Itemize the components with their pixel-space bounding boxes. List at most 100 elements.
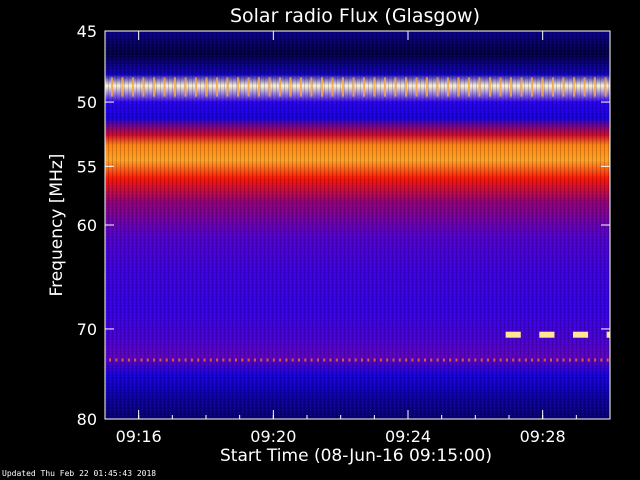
interference-spikes (109, 77, 609, 362)
spike-mark (405, 77, 407, 97)
spike-mark (121, 77, 124, 97)
spike-mark (531, 358, 534, 362)
spike-mark (300, 77, 302, 97)
spike-mark (480, 358, 483, 362)
spike-mark (424, 358, 426, 362)
spike-mark (216, 358, 219, 362)
spike-mark (342, 77, 344, 97)
spike-mark (266, 358, 269, 362)
spike-mark (417, 358, 420, 362)
x-tick-label: 09:20 (250, 427, 296, 446)
spike-mark (562, 77, 565, 97)
spike-mark (606, 358, 609, 362)
spike-mark (331, 77, 334, 97)
y-tick-label: 60 (77, 216, 97, 235)
spike-mark (260, 358, 263, 362)
spike-mark (279, 358, 282, 362)
y-tick-label: 55 (77, 157, 97, 176)
spike-mark (352, 77, 355, 97)
spike-mark (203, 358, 206, 362)
spike-mark (226, 77, 229, 97)
spike-mark (247, 77, 250, 97)
spike-mark (222, 358, 225, 362)
spike-mark (268, 77, 271, 97)
x-axis-label: Start Time (08-Jun-16 09:15:00) (220, 446, 492, 466)
y-tick-label: 50 (77, 93, 97, 112)
spike-mark (163, 77, 166, 97)
y-tick-label: 70 (77, 320, 97, 339)
spike-mark (430, 358, 433, 362)
spike-mark (291, 358, 294, 362)
spike-mark (216, 77, 218, 97)
spike-mark (415, 77, 418, 97)
spike-mark (499, 77, 502, 97)
spike-mark (146, 358, 149, 362)
spike-mark (354, 358, 357, 362)
x-axis-ticks: 09:16 09:20 09:24 09:28 (104, 31, 611, 446)
spike-mark (556, 358, 559, 362)
burst-marks (505, 331, 610, 338)
spike-mark (537, 358, 540, 362)
spike-mark (447, 77, 449, 97)
spike-mark (228, 358, 231, 362)
spike-mark (247, 358, 250, 362)
spike-mark (153, 77, 155, 97)
plot-area (104, 30, 611, 420)
spike-mark (398, 358, 401, 362)
spike-mark (510, 77, 512, 97)
spike-mark (304, 358, 307, 362)
spike-mark (285, 358, 288, 362)
chart-title: Solar radio Flux (Glasgow) (230, 5, 480, 27)
spike-mark (489, 77, 491, 97)
spike-mark (373, 358, 376, 362)
updated-timestamp: Updated Thu Feb 22 01:45:43 2018 (2, 469, 157, 478)
spike-mark (310, 358, 313, 362)
spike-mark (272, 358, 275, 362)
spike-mark (531, 77, 533, 97)
spike-mark (363, 77, 365, 97)
spike-mark (127, 358, 130, 362)
spike-mark (335, 358, 338, 362)
spike-mark (279, 77, 281, 97)
spike-mark (587, 358, 590, 362)
spike-mark (543, 358, 546, 362)
radio-burst (572, 331, 589, 338)
spike-mark (289, 77, 292, 97)
spike-mark (550, 358, 552, 362)
spike-mark (178, 358, 181, 362)
spike-mark (468, 358, 471, 362)
x-tick-label: 09:16 (116, 427, 162, 446)
spike-mark (253, 358, 256, 362)
spike-mark (197, 358, 200, 362)
spike-mark (134, 358, 137, 362)
radio-burst (606, 331, 610, 338)
spike-mark (140, 358, 143, 362)
spike-mark (316, 358, 319, 362)
spike-mark (174, 77, 176, 97)
spike-mark (241, 358, 244, 362)
spike-mark (298, 358, 300, 362)
spike-mark (115, 358, 118, 362)
spike-mark (604, 77, 607, 97)
spike-mark (442, 358, 445, 362)
spike-mark (426, 77, 428, 97)
spike-mark (474, 358, 477, 362)
spike-mark (329, 358, 332, 362)
spike-mark (518, 358, 521, 362)
spike-mark (142, 77, 145, 97)
spike-mark (348, 358, 351, 362)
spike-mark (235, 358, 237, 362)
spike-mark (436, 358, 439, 362)
spike-mark (493, 358, 496, 362)
spike-mark (594, 77, 596, 97)
spike-mark (205, 77, 208, 97)
spike-mark (172, 358, 174, 362)
spike-mark (384, 77, 386, 97)
spike-mark (209, 358, 212, 362)
spike-mark (499, 358, 502, 362)
spike-mark (109, 358, 111, 362)
spike-mark (524, 358, 527, 362)
spike-mark (600, 358, 603, 362)
spectrogram-texture (105, 31, 610, 419)
